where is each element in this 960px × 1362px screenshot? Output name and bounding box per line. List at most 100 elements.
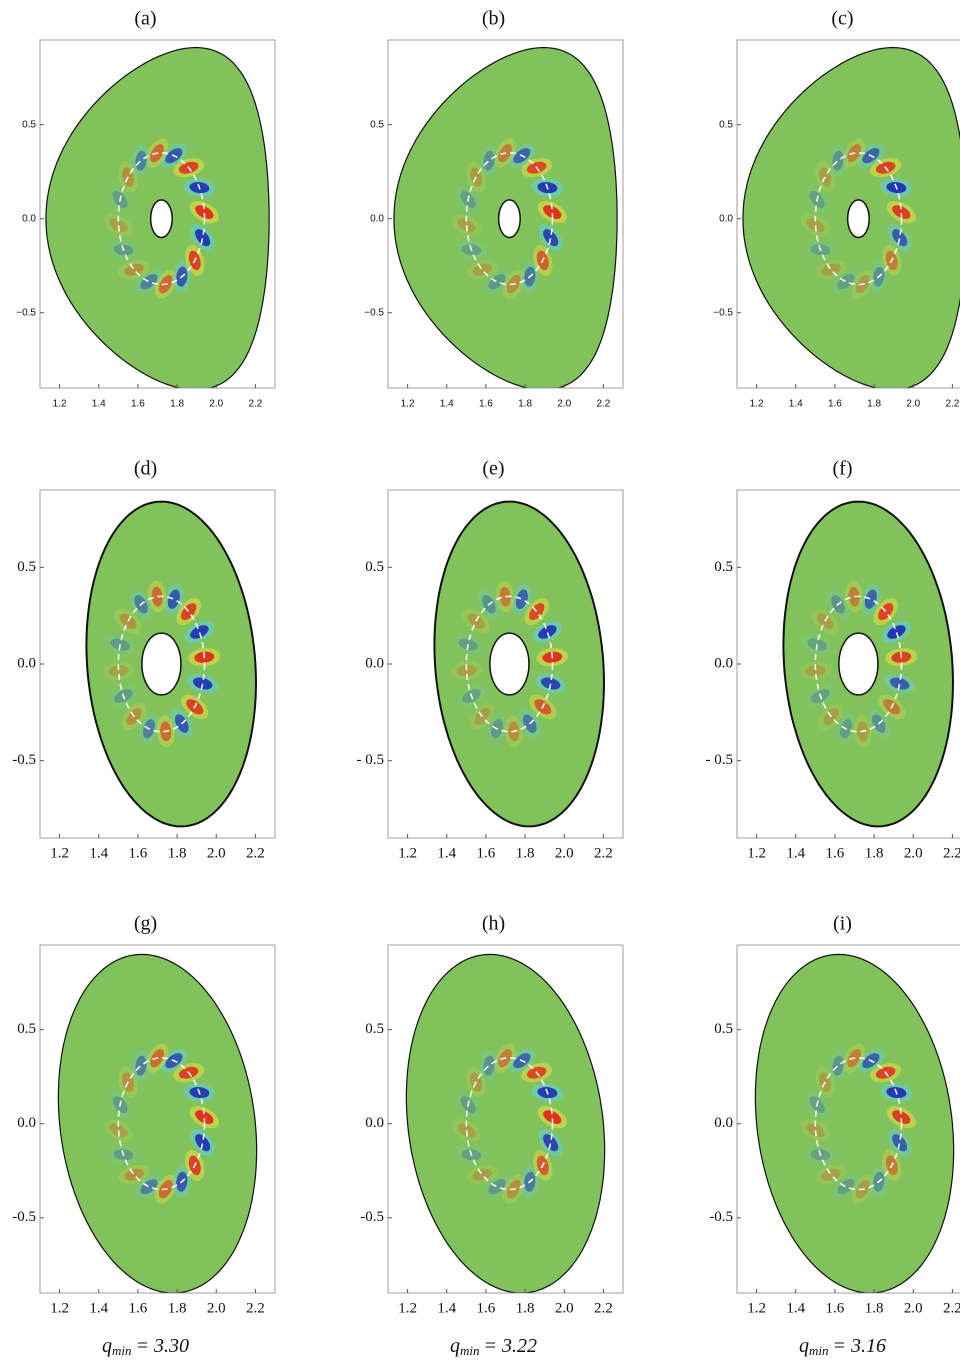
y-tick-label: 0.0 <box>714 655 733 671</box>
y-tick-label: 0.5 <box>370 119 384 130</box>
x-tick-label: 1.8 <box>865 1300 884 1316</box>
y-tick-label: 0.0 <box>365 1115 384 1131</box>
inner-hole <box>499 200 521 238</box>
x-tick-label: 2.2 <box>246 845 265 861</box>
y-tick-label: - 0.5 <box>706 752 734 768</box>
x-tick-label: 1.4 <box>92 399 106 410</box>
y-tick-label: -0.5 <box>360 1209 384 1225</box>
y-tick-label: 0.5 <box>714 1021 733 1037</box>
panel-title: (i) <box>833 913 852 935</box>
y-tick-label: 0.0 <box>714 1115 733 1131</box>
y-tick-label: 0.0 <box>719 213 733 224</box>
inner-hole <box>151 200 173 238</box>
plot-area <box>434 502 604 827</box>
y-tick-label: - 0.5 <box>357 752 385 768</box>
y-tick-label: 0.5 <box>17 1021 36 1037</box>
plot-area <box>783 502 953 827</box>
y-tick-label: 0.0 <box>370 213 384 224</box>
plot-area <box>58 954 256 1293</box>
x-tick-label: 2.0 <box>904 845 923 861</box>
x-tick-label: 2.0 <box>904 1300 923 1316</box>
y-tick-label: 0.5 <box>17 559 36 575</box>
panel: (f)1.21.41.61.82.02.2- 0.50.00.5 <box>706 458 960 862</box>
plasma-boundary <box>755 954 953 1293</box>
caption-symbol: q <box>799 1335 809 1357</box>
x-tick-label: 1.4 <box>786 1300 805 1316</box>
x-tick-label: 2.0 <box>906 399 920 410</box>
panel-title: (a) <box>134 8 156 30</box>
caption-text: = 3.16 <box>833 1335 887 1357</box>
inner-hole <box>142 633 181 695</box>
caption: qmin= 3.22 <box>450 1335 537 1358</box>
y-tick-label: 0.5 <box>719 119 733 130</box>
x-tick-label: 1.2 <box>53 399 67 410</box>
y-tick-label: −0.5 <box>364 307 384 318</box>
y-tick-label: 0.0 <box>22 213 36 224</box>
x-tick-label: 2.0 <box>209 399 223 410</box>
x-tick-label: 1.6 <box>129 1300 148 1316</box>
x-tick-label: 1.6 <box>826 1300 845 1316</box>
y-tick-label: −0.5 <box>713 307 733 318</box>
panel: (c)1.21.41.61.82.02.2−0.50.00.5 <box>713 8 960 410</box>
x-tick-label: 1.8 <box>516 1300 535 1316</box>
caption-symbol: q <box>102 1335 112 1357</box>
caption-text: = 3.22 <box>484 1335 538 1357</box>
x-tick-label: 2.0 <box>207 1300 226 1316</box>
plot-area <box>46 48 269 390</box>
figure: (a) 1.2 1.4 1.6 1.8 2.0 2.2 −0.5 0.0 0.5 (b) 1.2 1.4… <box>0 0 960 1362</box>
x-tick-label: 2.2 <box>943 1300 960 1316</box>
panel: (i)1.21.41.61.82.02.2-0.50.00.5qmin= 3.1… <box>709 913 960 1358</box>
caption-subscript: min <box>460 1343 480 1358</box>
x-tick-label: 1.6 <box>479 399 493 410</box>
x-tick-label: 1.4 <box>786 845 805 861</box>
panel-title: (h) <box>482 913 505 935</box>
x-tick-label: 1.4 <box>437 845 456 861</box>
x-tick-label: 1.8 <box>168 1300 187 1316</box>
y-tick-label: -0.5 <box>12 752 36 768</box>
panel-title: (c) <box>831 8 853 30</box>
x-tick-label: 1.2 <box>401 399 415 410</box>
x-tick-label: 1.8 <box>865 845 884 861</box>
caption-text: = 3.30 <box>136 1335 190 1357</box>
panel-title: (d) <box>134 458 157 480</box>
x-tick-label: 1.8 <box>168 845 187 861</box>
plot-area <box>743 48 960 390</box>
x-tick-label: 1.4 <box>89 1300 108 1316</box>
plasma-boundary <box>406 954 604 1293</box>
y-tick-label: −0.5 <box>16 307 36 318</box>
x-tick-label: 2.2 <box>594 845 613 861</box>
x-tick-label: 1.2 <box>50 1300 69 1316</box>
x-tick-label: 1.6 <box>828 399 842 410</box>
caption-subscript: min <box>112 1343 132 1358</box>
panel-title: (f) <box>833 458 853 480</box>
inner-hole <box>839 633 878 695</box>
panel-title: (b) <box>482 8 505 30</box>
x-tick-label: 2.2 <box>945 399 959 410</box>
x-tick-label: 1.8 <box>516 845 535 861</box>
x-tick-label: 1.2 <box>398 845 417 861</box>
plot-area <box>406 954 604 1293</box>
x-tick-label: 1.6 <box>826 845 845 861</box>
caption-subscript: min <box>809 1343 829 1358</box>
panel: (a)1.21.41.61.82.02.2−0.50.00.5 <box>16 8 275 410</box>
x-tick-label: 2.0 <box>555 845 574 861</box>
inner-hole <box>490 633 529 695</box>
plot-area <box>755 954 953 1293</box>
x-tick-label: 1.6 <box>131 399 145 410</box>
x-tick-label: 1.4 <box>789 399 803 410</box>
panel-title: (g) <box>134 913 157 935</box>
x-tick-label: 1.6 <box>477 1300 496 1316</box>
x-tick-label: 2.2 <box>943 845 960 861</box>
caption: qmin = 3.16 <box>799 1335 886 1358</box>
x-tick-label: 1.2 <box>398 1300 417 1316</box>
y-tick-label: 0.5 <box>365 1021 384 1037</box>
x-tick-label: 2.2 <box>596 399 610 410</box>
panel: (e)1.21.41.61.82.02.2- 0.50.00.5 <box>357 458 624 862</box>
x-tick-label: 2.2 <box>248 399 262 410</box>
x-tick-label: 2.2 <box>246 1300 265 1316</box>
x-tick-label: 1.2 <box>747 845 766 861</box>
y-tick-label: 0.0 <box>17 1115 36 1131</box>
